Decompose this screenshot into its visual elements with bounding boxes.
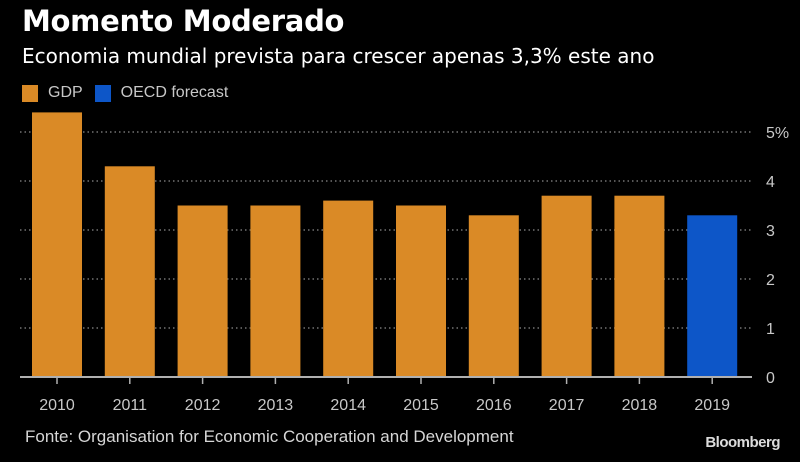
x-tick-label: 2015: [403, 397, 439, 414]
legend-label-forecast: OECD forecast: [120, 84, 229, 101]
bar-gdp: [396, 205, 446, 377]
x-tick-label: 2018: [622, 397, 658, 414]
legend-item-gdp: GDP: [22, 84, 83, 102]
x-tick-label: 2010: [39, 397, 75, 414]
legend-swatch-forecast: [94, 84, 111, 102]
bar-gdp: [614, 195, 665, 377]
legend-swatch-gdp: [22, 84, 38, 102]
x-tick-label: 2014: [330, 397, 366, 414]
bar-gdp: [177, 205, 228, 377]
legend: GDP OECD forecast: [22, 84, 240, 102]
bar-forecast: [687, 215, 738, 377]
x-tick-label: 2019: [694, 397, 730, 414]
bar-gdp: [104, 166, 155, 377]
x-tick-label: 2016: [476, 397, 512, 414]
bar-gdp: [323, 200, 374, 377]
y-tick-label: 4: [766, 174, 775, 191]
bar-gdp: [250, 205, 301, 377]
bar-gdp: [32, 112, 82, 378]
y-tick-label: 5%: [766, 125, 789, 142]
chart-title: Momento Moderado: [22, 4, 345, 38]
x-tick-label: 2013: [258, 397, 294, 414]
x-tick-label: 2012: [185, 397, 221, 414]
bar-gdp: [541, 195, 592, 377]
x-tick-label: 2011: [113, 397, 148, 414]
legend-item-forecast: OECD forecast: [94, 84, 229, 102]
y-tick-label: 2: [766, 272, 775, 289]
chart-subtitle: Economia mundial prevista para crescer a…: [22, 44, 655, 68]
source-note: Fonte: Organisation for Economic Coopera…: [25, 427, 514, 446]
y-tick-label: 0: [766, 370, 775, 387]
x-tick-label: 2017: [549, 397, 585, 414]
bloomberg-logo: Bloomberg: [705, 434, 780, 451]
legend-label-gdp: GDP: [48, 84, 83, 101]
y-tick-label: 3: [766, 223, 775, 240]
bar-gdp: [468, 215, 519, 377]
y-tick-label: 1: [766, 321, 775, 338]
